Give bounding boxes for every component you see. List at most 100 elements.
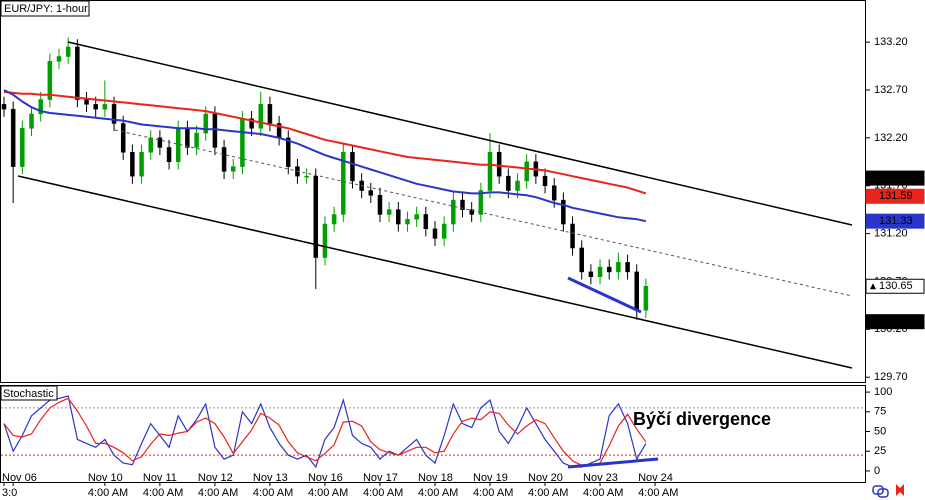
candle-body bbox=[185, 128, 190, 148]
price-tag-label: 130.65 bbox=[879, 280, 913, 292]
series-line bbox=[3, 397, 647, 466]
candle-body bbox=[203, 113, 208, 134]
price-tag-label: 131.78 bbox=[879, 172, 913, 184]
candle-body bbox=[322, 223, 328, 258]
x-time-label: 4:00 AM bbox=[143, 487, 183, 499]
candle-body bbox=[65, 46, 71, 57]
candle-body bbox=[634, 271, 639, 311]
y-tick-label: 132.20 bbox=[874, 132, 908, 144]
candle-body bbox=[47, 61, 53, 100]
candle-body bbox=[643, 286, 649, 311]
candle-body bbox=[625, 262, 630, 273]
candle-body bbox=[194, 132, 199, 148]
candle-body bbox=[56, 56, 62, 62]
x-time-label: 4:00 AM bbox=[473, 487, 513, 499]
candle-body bbox=[130, 151, 135, 177]
x-tick-label: Nov 19 bbox=[473, 472, 508, 484]
candle-body bbox=[469, 209, 474, 215]
candle-body bbox=[350, 151, 355, 182]
y-tick-label: 25 bbox=[874, 445, 886, 457]
candle-body bbox=[451, 199, 456, 225]
candle-body bbox=[249, 118, 254, 129]
candle-body bbox=[157, 137, 163, 148]
candle-body bbox=[231, 166, 236, 172]
candle-body bbox=[331, 214, 337, 225]
candle-body bbox=[441, 223, 447, 239]
chart-title: EUR/JPY: 1-hour bbox=[4, 3, 88, 15]
candle-body bbox=[38, 99, 43, 115]
candle-body bbox=[84, 99, 89, 105]
y-tick-label: 133.20 bbox=[874, 36, 908, 48]
candle-body bbox=[304, 175, 309, 178]
candle-body bbox=[551, 185, 557, 201]
y-tick-label: 50 bbox=[874, 425, 886, 437]
candle-body bbox=[29, 113, 34, 129]
icon-link-2[interactable] bbox=[877, 488, 889, 498]
x-time-label: 4:00 AM bbox=[528, 487, 568, 499]
price-panel bbox=[0, 0, 866, 383]
candle-body bbox=[496, 151, 502, 177]
x-time-label: 3:0 bbox=[2, 487, 17, 499]
toolbar-icons[interactable] bbox=[872, 484, 904, 498]
series-line bbox=[3, 89, 647, 223]
divergence-stoch-line bbox=[567, 457, 659, 469]
x-time-label: 4:00 AM bbox=[198, 487, 238, 499]
candle-body bbox=[616, 262, 621, 273]
price-tag-arrow bbox=[870, 283, 876, 290]
price-tag-label: 131.33 bbox=[879, 215, 913, 227]
candle-body bbox=[542, 175, 548, 186]
candle-body bbox=[396, 209, 401, 225]
x-tick-label: Nov 06 bbox=[2, 472, 37, 484]
candle-body bbox=[432, 228, 438, 239]
candle-body bbox=[460, 199, 465, 210]
candle-body bbox=[579, 247, 584, 273]
candle-body bbox=[515, 180, 520, 191]
icon-exit[interactable] bbox=[896, 484, 904, 496]
candle-body bbox=[414, 214, 419, 220]
x-tick-label: Nov 20 bbox=[528, 472, 563, 484]
stoch-title-box bbox=[0, 385, 58, 401]
stoch-title: Stochastic bbox=[3, 388, 54, 400]
candle-body bbox=[597, 266, 603, 277]
x-tick-label: Nov 13 bbox=[253, 472, 288, 484]
x-tick-label: Nov 23 bbox=[583, 472, 618, 484]
candle-body bbox=[148, 137, 153, 153]
price-tag-label: 130.28 bbox=[879, 316, 913, 328]
candle-body bbox=[588, 271, 594, 277]
x-tick-label: Nov 16 bbox=[308, 472, 343, 484]
x-time-label: 4:00 AM bbox=[418, 487, 458, 499]
x-time-label: 4:00 AM bbox=[363, 487, 403, 499]
price-layer bbox=[1, 37, 649, 320]
candle-body bbox=[405, 218, 410, 225]
y-tick-label: 132.70 bbox=[874, 84, 908, 96]
x-time-label: 4:00 AM bbox=[308, 487, 348, 499]
price-tag bbox=[865, 314, 925, 330]
channel-upper bbox=[67, 41, 853, 226]
candle-body bbox=[93, 104, 98, 110]
x-tick-label: Nov 17 bbox=[363, 472, 398, 484]
x-time-label: 4:00 AM bbox=[638, 487, 678, 499]
candle-body bbox=[377, 195, 383, 215]
candle-body bbox=[166, 147, 172, 163]
candle-body bbox=[286, 137, 291, 167]
series-line bbox=[3, 395, 647, 469]
candle-body bbox=[111, 104, 117, 124]
series-line bbox=[3, 90, 647, 195]
y-tick-label: 131.20 bbox=[874, 228, 908, 240]
candle-body bbox=[606, 266, 612, 273]
candle-body bbox=[487, 151, 493, 191]
x-time-label: 4:00 AM bbox=[253, 487, 293, 499]
y-tick-label: 0 bbox=[874, 465, 880, 477]
x-tick-label: Nov 18 bbox=[418, 472, 453, 484]
candle-body bbox=[212, 113, 218, 148]
channel-lower bbox=[17, 175, 853, 369]
x-tick-label: Nov 11 bbox=[143, 472, 177, 484]
price-tag bbox=[865, 170, 925, 186]
candle-body bbox=[570, 223, 575, 249]
candle-body bbox=[75, 46, 80, 100]
stochastic-panel bbox=[0, 385, 866, 483]
candle-body bbox=[561, 199, 566, 225]
candle-body bbox=[221, 147, 227, 172]
candle-body bbox=[386, 209, 392, 215]
